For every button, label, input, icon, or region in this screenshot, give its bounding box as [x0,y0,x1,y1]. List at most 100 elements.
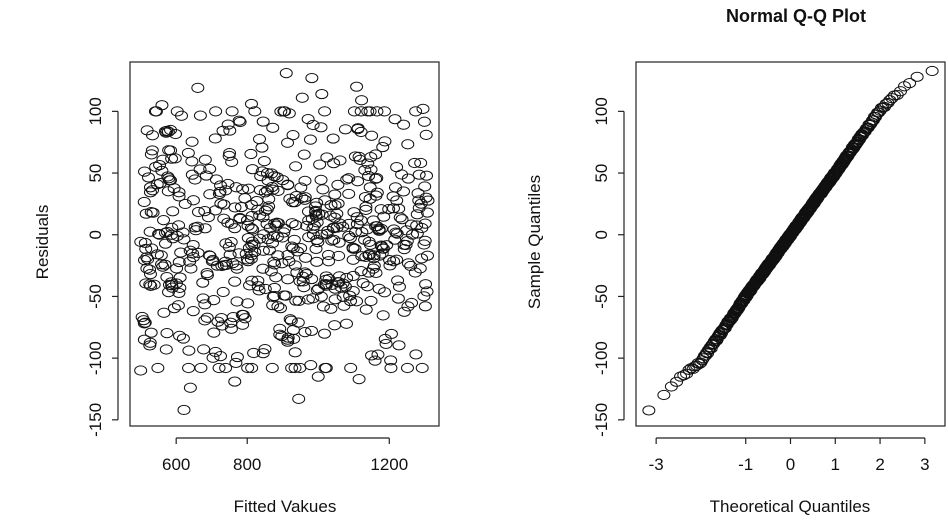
residual-point [245,362,259,374]
residual-point [162,175,176,186]
qq-point [910,71,924,82]
residual-point [328,189,342,200]
residual-point [390,254,404,265]
qq-x-tick-label: 0 [786,455,795,474]
residual-point [172,287,186,299]
residual-point [269,220,283,231]
residual-point [186,306,200,317]
residual-point [397,119,411,130]
qq-point [701,348,715,359]
residual-point [160,272,174,283]
qq-plot-frame [635,61,946,427]
residual-point [326,133,340,144]
residual-point [274,303,288,314]
residual-point [404,219,418,230]
residual-point [233,213,247,224]
qq-y-tick-label: 0 [592,230,611,239]
residual-point [182,362,196,374]
residual-point [285,362,299,374]
residual-point [255,142,269,153]
residual-point [230,351,244,363]
residual-point [324,303,338,314]
residual-point [395,214,409,225]
residual-point [236,184,250,195]
residual-point [358,165,372,176]
residual-point [359,204,373,215]
residual-point [418,235,432,246]
residual-point [183,382,197,393]
residual-point [143,182,157,193]
residual-point [172,191,186,202]
residual-point [314,174,328,185]
residual-point [191,206,205,218]
residual-point [376,310,390,321]
residual-point [350,212,364,223]
residual-point [245,236,259,247]
residual-point [144,149,158,160]
qq-point [903,78,917,89]
residual-point [255,166,269,177]
residual-point [165,153,179,164]
residual-point [286,243,300,254]
qq-y-tick-label: 100 [592,97,611,125]
residual-point [215,320,229,331]
residual-point [188,174,202,185]
residual-point [331,198,345,209]
residual-point [372,224,386,235]
residual-point [151,362,165,374]
residual-point [140,125,154,136]
residual-point [327,158,341,169]
residual-point [311,371,325,382]
residual-point [371,349,385,360]
residual-point [352,374,366,385]
residual-point [170,106,184,117]
residual-point [318,195,332,206]
residual-point [161,126,175,137]
residual-point [275,232,289,243]
residual-point [354,266,368,277]
residual-point [332,250,346,262]
residual-point [225,106,239,117]
residual-point [198,299,212,310]
residual-point [315,229,329,240]
residual-point [256,245,270,256]
residual-point [152,228,166,240]
residual-point [299,268,313,280]
residual-point [417,291,431,302]
residual-point [205,256,219,267]
residual-point [208,205,222,216]
residual-point [409,349,423,360]
residual-point [305,325,319,337]
residual-point [320,152,334,163]
residual-point [256,212,270,223]
residuals-x-tick-label: 1200 [370,455,408,474]
residual-point [245,164,259,175]
residual-point [241,362,255,374]
residual-point [134,365,148,376]
residual-point [143,226,157,237]
residual-point [266,184,280,195]
residual-point [153,178,167,189]
residual-point [377,106,391,117]
residual-point [409,106,423,117]
residual-point [185,156,199,167]
residual-point [230,263,244,274]
qq-x-axis: -3 -1 0 1 2 3 [649,437,930,474]
residual-point [209,346,223,358]
residual-point [173,272,187,283]
residual-point [200,268,214,279]
residual-point [194,362,208,374]
residual-point [346,243,360,254]
residual-point [412,169,426,180]
residual-point [420,286,434,297]
residual-point [387,256,401,267]
residual-point [139,243,153,255]
residuals-y-tick-label: 100 [86,97,105,125]
residual-point [298,194,312,205]
residual-point [228,223,242,234]
residual-point [181,147,195,159]
residual-point [388,114,402,125]
residual-point [325,235,339,246]
residual-point [161,186,175,197]
residuals-y-axis: -150 -100 -50 0 50 100 [86,97,119,437]
